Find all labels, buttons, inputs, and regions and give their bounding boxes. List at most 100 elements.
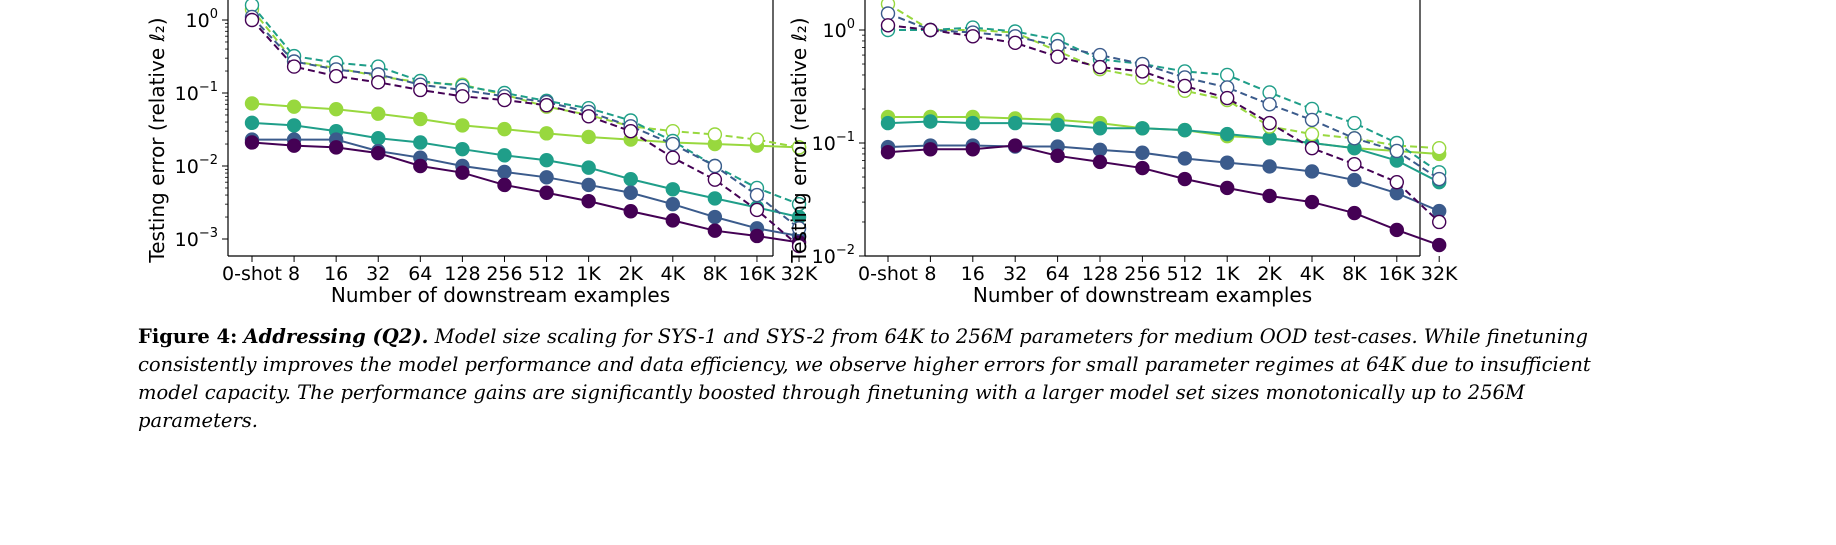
series-purple-solid <box>244 135 807 250</box>
data-point <box>244 135 260 150</box>
data-point <box>965 115 980 131</box>
data-point <box>1304 194 1320 210</box>
data-point <box>707 223 723 238</box>
x-tick-label: 4K <box>661 263 686 285</box>
data-point <box>665 213 680 228</box>
data-point <box>1092 121 1108 136</box>
x-tick-label: 64 <box>1046 263 1070 285</box>
data-point <box>1347 205 1362 221</box>
data-point <box>707 127 723 142</box>
data-point <box>286 138 302 153</box>
data-point <box>455 165 470 180</box>
series-lime-solid <box>880 109 1447 162</box>
data-point <box>539 98 554 113</box>
x-tick-label: 256 <box>486 263 522 285</box>
data-point <box>286 99 302 114</box>
x-tick-label: 8K <box>1342 263 1367 285</box>
data-point <box>1262 85 1277 100</box>
series-purple-dashed <box>880 18 1447 230</box>
data-point <box>539 185 554 200</box>
data-point <box>497 92 512 108</box>
data-point <box>1135 64 1150 79</box>
x-tick-label: 16K <box>1378 263 1415 285</box>
data-point <box>244 115 260 131</box>
data-point <box>1431 140 1447 156</box>
data-point <box>1219 155 1235 170</box>
data-point <box>581 129 596 145</box>
data-point <box>665 136 680 152</box>
x-tick-label: 8 <box>924 263 936 285</box>
y-axis-label: Testing error (relative ℓ₂) <box>787 17 811 263</box>
data-point <box>581 177 596 193</box>
data-point <box>707 172 723 187</box>
data-point <box>749 132 765 147</box>
series-purple-solid <box>880 138 1447 253</box>
data-point <box>1262 159 1277 174</box>
data-point <box>413 111 428 127</box>
data-point <box>791 238 807 254</box>
data-point <box>244 96 260 111</box>
data-point <box>1389 222 1405 238</box>
data-point <box>1219 90 1235 106</box>
data-point <box>1008 115 1023 131</box>
data-point <box>1262 188 1277 204</box>
data-point <box>413 135 428 150</box>
x-tick-label: 1K <box>1215 263 1240 285</box>
data-point <box>623 204 638 219</box>
data-point <box>749 202 765 218</box>
y-axis-label: Testing error (relative ℓ₂) <box>145 17 169 263</box>
data-point <box>923 114 938 129</box>
data-point <box>1431 214 1447 230</box>
data-point <box>749 228 765 244</box>
x-tick-label: 32K <box>1421 263 1458 285</box>
data-point <box>1219 67 1235 83</box>
data-point <box>413 82 428 98</box>
x-tick-label: 16K <box>739 263 776 285</box>
data-point <box>623 171 638 187</box>
x-tick-label: 256 <box>1124 263 1160 285</box>
data-point <box>1135 145 1150 160</box>
data-point <box>791 196 807 212</box>
data-point <box>244 12 260 28</box>
data-point <box>286 59 302 74</box>
y-tick-label: 100 <box>823 17 855 42</box>
x-tick-label: 1K <box>576 263 601 285</box>
data-point <box>1177 78 1193 94</box>
caption-line-3: model capacity. The performance gains ar… <box>138 381 1525 404</box>
data-point <box>371 106 386 121</box>
data-point <box>497 121 512 137</box>
data-point <box>707 158 723 174</box>
series-line <box>252 138 800 237</box>
caption-title: Addressing (Q2). <box>243 325 429 348</box>
x-tick-label: 0-shot <box>858 263 918 285</box>
chart-2: 100 10−1 10−20-shot 8 16 32 64 128 256 512 1K 2K 4K 8… <box>787 0 1458 307</box>
y-tick-label: 10−2 <box>812 243 855 268</box>
data-point <box>1347 156 1362 172</box>
data-point <box>1304 112 1320 128</box>
x-tick-label: 16 <box>324 263 348 285</box>
x-tick-label: 0-shot <box>222 263 282 285</box>
x-tick-label: 2K <box>618 263 643 285</box>
data-point <box>1050 117 1065 132</box>
data-point <box>371 131 386 146</box>
data-point <box>539 170 554 185</box>
chart-1: 100 10−1 10−2 10−30-shot 8 16 32 64 128 256 512 1K 2… <box>145 0 818 307</box>
data-point <box>1050 148 1065 164</box>
data-point <box>880 115 896 131</box>
data-point <box>1304 140 1320 156</box>
data-point <box>1092 59 1108 75</box>
y-tick-label: 10−1 <box>175 80 218 105</box>
y-tick-label: 10−3 <box>175 226 218 251</box>
data-point <box>371 75 386 90</box>
data-point <box>965 142 980 157</box>
data-point <box>1347 115 1362 131</box>
x-axis-label: Number of downstream examples <box>973 283 1312 307</box>
x-tick-label: 8 <box>288 263 300 285</box>
data-point <box>539 153 554 168</box>
x-tick-label: 2K <box>1257 263 1282 285</box>
data-point <box>1008 35 1023 51</box>
data-point <box>1431 237 1447 253</box>
data-point <box>923 142 938 157</box>
data-point <box>455 141 470 157</box>
